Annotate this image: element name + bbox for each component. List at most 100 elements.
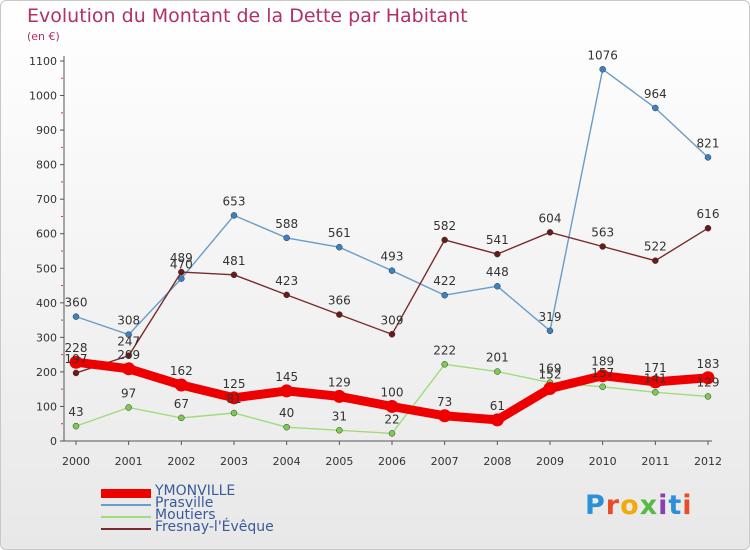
data-label-fresnay-l-v-que: 197 <box>65 352 88 366</box>
data-label-moutiers: 169 <box>539 362 562 376</box>
data-point-ymonville <box>701 371 715 385</box>
data-label-prasville: 422 <box>433 274 456 288</box>
data-label-moutiers: 201 <box>486 351 509 365</box>
data-point-prasville <box>599 66 606 73</box>
data-label-prasville: 470 <box>170 258 193 272</box>
data-label-prasville: 1076 <box>587 48 618 62</box>
y-tick-label: 400 <box>36 297 57 310</box>
data-label-moutiers: 40 <box>279 406 294 420</box>
data-label-ymonville: 209 <box>117 348 140 362</box>
series-line-prasville <box>75 68 709 336</box>
y-tick-label: 200 <box>36 366 57 379</box>
data-label-fresnay-l-v-que: 541 <box>486 233 509 247</box>
data-label-fresnay-l-v-que: 481 <box>223 254 246 268</box>
data-point-prasville <box>546 327 554 335</box>
data-label-ymonville: 100 <box>381 385 404 399</box>
data-label-moutiers: 43 <box>68 405 83 419</box>
data-point-fresnay-l-v-que <box>546 229 554 236</box>
data-point-fresnay-l-v-que <box>178 268 185 276</box>
proxiti-logo: Proxiti <box>585 490 693 521</box>
data-label-ymonville: 189 <box>591 355 614 369</box>
data-label-ymonville: 61 <box>490 399 505 413</box>
data-point-ymonville <box>490 413 504 427</box>
data-point-ymonville <box>543 381 557 395</box>
data-point-fresnay-l-v-que <box>599 243 606 250</box>
x-tick-label: 2001 <box>115 455 143 468</box>
data-label-prasville: 308 <box>117 314 140 328</box>
data-point-fresnay-l-v-que <box>230 271 238 279</box>
data-label-prasville: 964 <box>644 87 667 101</box>
data-label-ymonville: 152 <box>539 367 562 381</box>
data-point-moutiers <box>704 393 712 400</box>
data-point-prasville <box>125 331 132 338</box>
data-point-ymonville <box>122 362 136 376</box>
legend-swatch <box>101 504 151 506</box>
data-label-moutiers: 81 <box>226 392 241 406</box>
legend-swatch <box>101 528 151 530</box>
data-point-prasville <box>178 275 185 282</box>
x-tick-label: 2008 <box>483 455 511 468</box>
x-tick-label: 2002 <box>167 455 195 468</box>
data-label-fresnay-l-v-que: 247 <box>117 335 140 349</box>
y-tick-label: 1100 <box>29 55 57 68</box>
data-label-moutiers: 141 <box>644 371 667 385</box>
data-point-prasville <box>704 154 712 161</box>
y-tick-label: 300 <box>36 331 57 344</box>
data-label-fresnay-l-v-que: 582 <box>433 219 456 233</box>
data-label-moutiers: 67 <box>174 397 189 411</box>
data-label-ymonville: 129 <box>328 375 351 389</box>
data-point-moutiers <box>336 427 343 434</box>
y-tick-label: 0 <box>50 435 57 448</box>
logo-letter: i <box>682 490 693 521</box>
logo-letter: r <box>605 490 621 521</box>
data-label-moutiers: 222 <box>433 343 456 357</box>
data-label-ymonville: 125 <box>223 377 246 391</box>
data-label-moutiers: 31 <box>332 409 347 423</box>
logo-letter: t <box>668 490 683 521</box>
data-label-prasville: 588 <box>275 217 298 231</box>
x-tick-label: 2007 <box>431 455 459 468</box>
y-tick-label: 1000 <box>29 90 57 103</box>
data-point-moutiers <box>230 409 238 417</box>
y-tick-label: 700 <box>36 193 57 206</box>
x-tick-label: 2003 <box>220 455 248 468</box>
data-point-fresnay-l-v-que <box>283 291 290 299</box>
data-point-prasville <box>336 243 343 251</box>
data-label-fresnay-l-v-que: 423 <box>275 274 298 288</box>
logo-letter: P <box>585 490 606 521</box>
data-label-moutiers: 97 <box>121 386 136 400</box>
legend-label: Moutiers <box>155 507 216 523</box>
data-point-ymonville <box>596 369 610 383</box>
data-point-prasville <box>283 234 290 242</box>
data-point-fresnay-l-v-que <box>441 236 448 244</box>
data-point-moutiers <box>652 389 659 396</box>
data-label-fresnay-l-v-que: 616 <box>697 207 720 221</box>
data-label-fresnay-l-v-que: 604 <box>539 211 562 225</box>
data-label-prasville: 493 <box>381 250 404 264</box>
data-point-fresnay-l-v-que <box>336 311 343 318</box>
x-tick-label: 2000 <box>62 455 90 468</box>
data-label-moutiers: 157 <box>591 366 614 380</box>
data-point-prasville <box>494 282 501 290</box>
data-point-moutiers <box>599 383 606 391</box>
data-point-fresnay-l-v-que <box>494 250 501 258</box>
data-point-fresnay-l-v-que <box>652 257 659 264</box>
data-label-fresnay-l-v-que: 522 <box>644 240 667 254</box>
x-tick-label: 2012 <box>694 455 722 468</box>
legend-label: YMONVILLE <box>155 483 236 499</box>
data-label-prasville: 360 <box>65 296 88 310</box>
data-point-moutiers <box>388 430 396 437</box>
x-tick-label: 2011 <box>641 455 669 468</box>
data-label-fresnay-l-v-que: 489 <box>170 251 193 265</box>
data-label-ymonville: 171 <box>644 361 667 375</box>
x-tick-label: 2005 <box>325 455 353 468</box>
data-label-fresnay-l-v-que: 366 <box>328 294 351 308</box>
data-label-prasville: 653 <box>223 194 246 208</box>
data-point-ymonville <box>648 375 662 389</box>
data-point-ymonville <box>385 399 399 413</box>
data-label-ymonville: 183 <box>697 357 720 371</box>
data-point-prasville <box>388 267 396 274</box>
data-point-ymonville <box>174 378 188 392</box>
